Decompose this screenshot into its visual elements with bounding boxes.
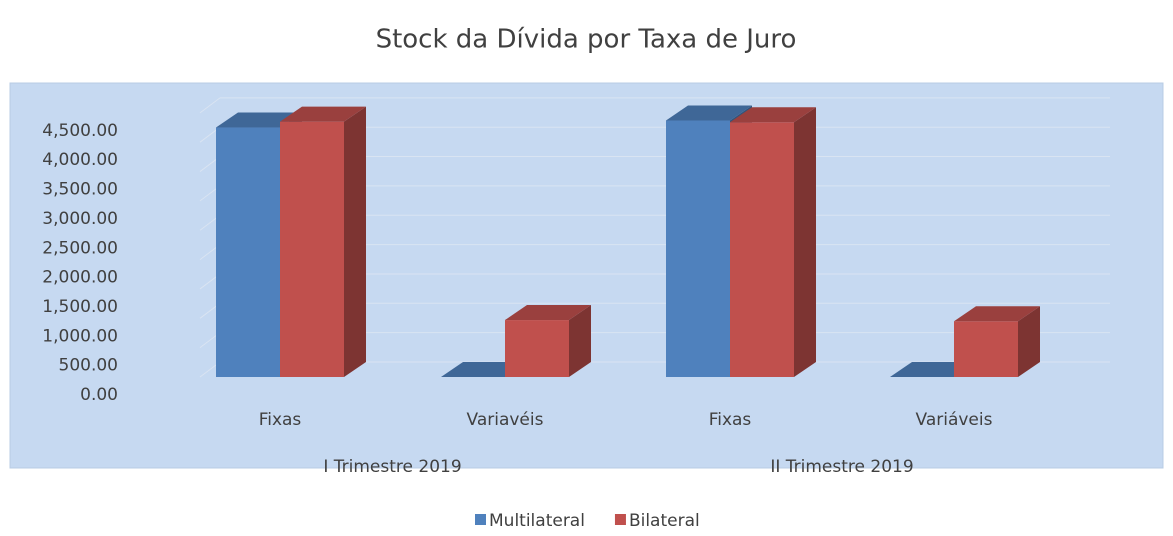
y-tick-label: 3,500.00 [42, 180, 118, 200]
y-tick-label: 2,000.00 [42, 268, 118, 288]
group-label: I Trimestre 2019 [323, 457, 461, 477]
legend-swatch [475, 514, 486, 525]
legend-label: Multilateral [489, 511, 585, 531]
y-tick-label: 1,500.00 [42, 297, 118, 317]
y-tick-label: 4,500.00 [42, 121, 118, 141]
x-tick-label: Variavéis [467, 410, 544, 430]
legend-swatch [614, 514, 626, 525]
plot-area [9, 82, 1164, 469]
chart-title: Stock da Dívida por Taxa de Juro [376, 25, 797, 55]
group-label: II Trimestre 2019 [770, 457, 913, 477]
bar [730, 107, 816, 377]
y-tick-label: 1,000.00 [42, 326, 118, 346]
bar [954, 306, 1040, 377]
y-tick-label: 0.00 [80, 385, 118, 405]
y-tick-label: 500.00 [59, 356, 118, 376]
bar [505, 305, 591, 377]
y-tick-label: 2,500.00 [42, 238, 118, 258]
x-tick-label: Fixas [259, 410, 302, 430]
bar [280, 106, 366, 377]
x-tick-label: Variáveis [916, 410, 993, 430]
legend-label: Bilateral [629, 511, 700, 531]
x-tick-label: Fixas [709, 410, 752, 430]
y-tick-label: 3,000.00 [42, 209, 118, 229]
grid-line [199, 97, 221, 114]
y-tick-label: 4,000.00 [42, 150, 118, 170]
